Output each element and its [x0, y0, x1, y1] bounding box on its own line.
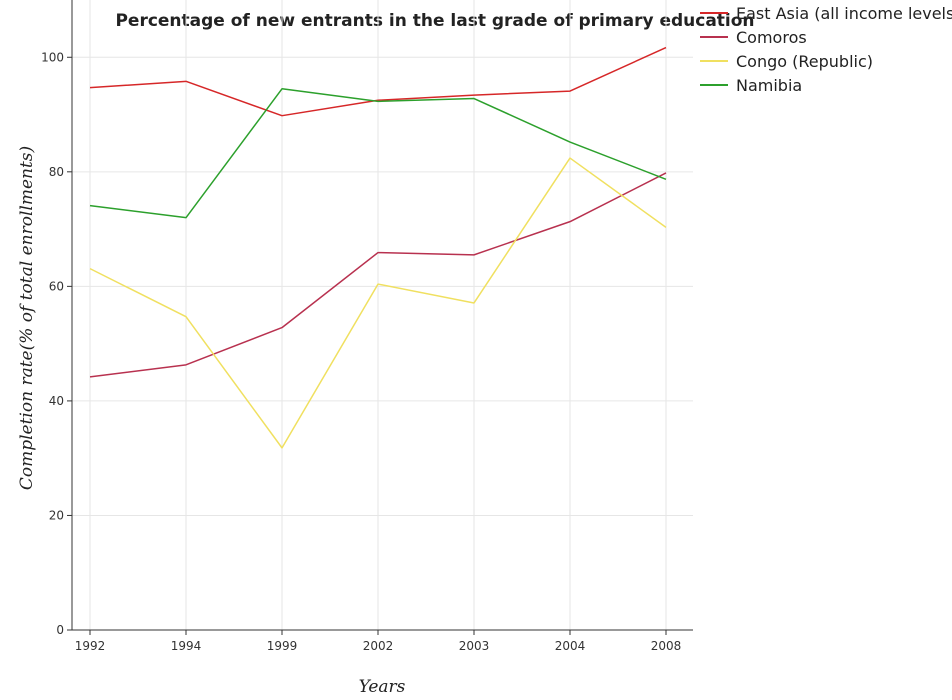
series-line-2	[89, 157, 667, 449]
chart-title: Percentage of new entrants in the last g…	[115, 11, 754, 31]
x-axis-label: Years	[359, 677, 406, 697]
x-tick-label: 1994	[171, 639, 202, 653]
y-ticks: 0 20 40 60 80 100	[41, 50, 72, 637]
y-tick-label: 20	[49, 508, 64, 522]
legend-label: East Asia (all income levels)	[736, 4, 952, 23]
legend-label: Namibia	[736, 76, 802, 95]
y-tick-label: 40	[49, 394, 64, 408]
x-tick-label: 1999	[267, 639, 298, 653]
series-lines	[89, 46, 667, 449]
x-ticks: 1992 1994 1999 2002 2003 2004 2008	[75, 630, 682, 653]
x-tick-label: 2002	[363, 639, 394, 653]
y-tick-label: 0	[56, 623, 64, 637]
x-tick-label: 2003	[459, 639, 490, 653]
x-tick-label: 2004	[555, 639, 586, 653]
y-tick-label: 100	[41, 50, 64, 64]
grid	[72, 0, 693, 631]
y-axis-label: Completion rate(% of total enrollments)	[17, 146, 37, 490]
series-line-1	[89, 172, 667, 378]
y-tick-label: 60	[49, 279, 64, 293]
legend-label: Comoros	[736, 28, 807, 47]
legend-label: Congo (Republic)	[736, 52, 873, 71]
x-tick-label: 2008	[651, 639, 682, 653]
legend: East Asia (all income levels) Comoros Cong…	[700, 4, 952, 95]
series-line-0	[89, 46, 667, 117]
y-tick-label: 80	[49, 165, 64, 179]
x-tick-label: 1992	[75, 639, 106, 653]
series-line-3	[89, 88, 667, 219]
